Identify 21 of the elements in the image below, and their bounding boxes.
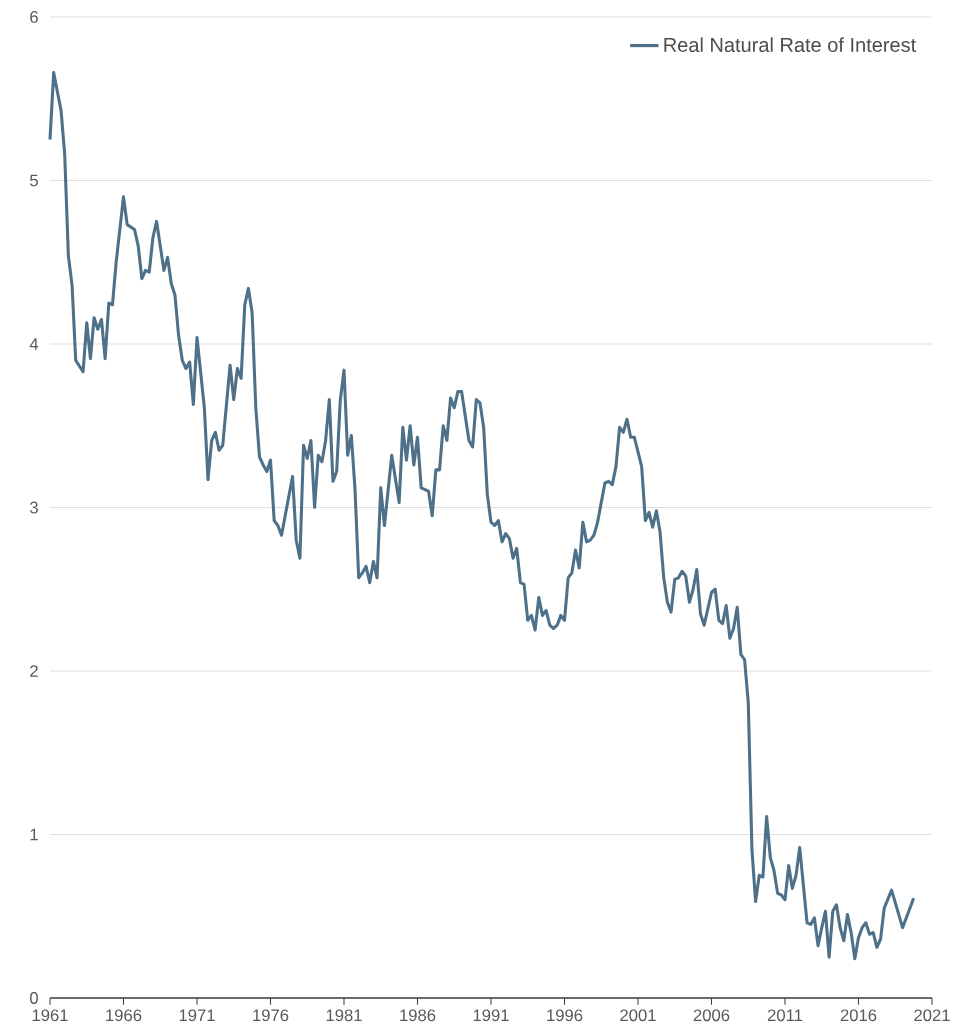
x-tick-label: 2011 — [767, 1009, 803, 1022]
x-tick-label: 2006 — [693, 1009, 730, 1022]
x-tick-label: 1986 — [400, 1009, 436, 1022]
y-tick-label: 2 — [30, 665, 38, 677]
y-tick-label: 4 — [29, 338, 39, 350]
y-tick-label: 6 — [30, 11, 38, 23]
x-tick-label: 1971 — [179, 1009, 215, 1022]
x-tick-label: 2016 — [840, 1009, 877, 1022]
x-tick-label: 1966 — [106, 1009, 142, 1022]
y-tick-label: 5 — [30, 174, 38, 187]
y-tick-label: 0 — [30, 992, 38, 1004]
x-tick-label: 1961 — [32, 1009, 68, 1022]
x-tick-label: 1996 — [547, 1009, 583, 1022]
x-tick-label: 1976 — [253, 1009, 289, 1022]
x-tick-label: 1991 — [473, 1009, 509, 1022]
x-tick-label: 1981 — [326, 1009, 362, 1022]
x-tick-label: 2001 — [620, 1009, 656, 1022]
x-tick-label: 2021 — [914, 1009, 950, 1022]
y-tick-label: 3 — [29, 501, 38, 514]
y-tick-label: 1 — [30, 828, 38, 841]
legend-label: Real Natural Rate of Interest — [664, 37, 917, 52]
